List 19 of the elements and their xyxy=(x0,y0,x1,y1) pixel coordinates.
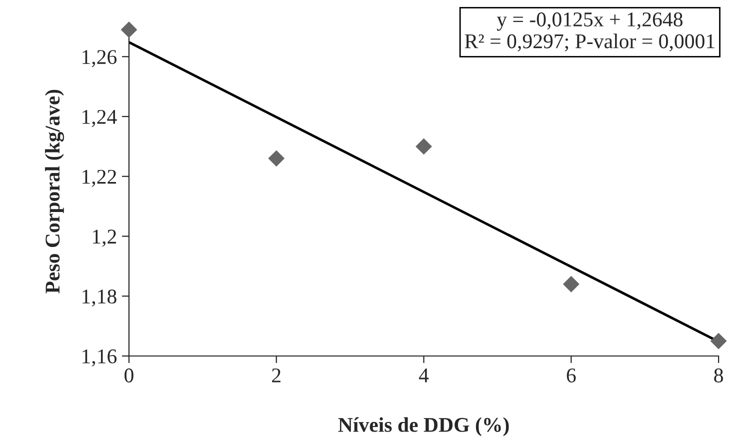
x-tick-label: 6 xyxy=(566,368,576,382)
x-tick-label: 8 xyxy=(714,368,723,382)
point xyxy=(710,332,727,350)
y-tick-label: 1,26 xyxy=(82,50,117,68)
x-tick-label: 4 xyxy=(418,368,429,382)
x-tick-label: 2 xyxy=(272,368,280,382)
point xyxy=(416,138,432,155)
y-tick-label: 1,18 xyxy=(82,290,116,307)
point xyxy=(120,21,138,38)
x-tick-label: 0 xyxy=(124,368,134,382)
point xyxy=(268,150,285,167)
x-axis-title: Níveis de DDG (%) xyxy=(338,417,509,436)
annotation: y = -0,0125x + 1,2648 R² = 0,9297; P-valor = 0,0001 xyxy=(464,12,714,52)
y-axis-title: Peso Corporal (kg/ave) xyxy=(44,90,64,294)
point xyxy=(562,276,580,292)
y-tick-label: 1,22 xyxy=(82,170,116,187)
y-tick-label: 1,2 xyxy=(92,230,116,247)
y-tick-label: 1,16 xyxy=(82,349,117,366)
y-tick-label: 1,24 xyxy=(82,110,117,127)
